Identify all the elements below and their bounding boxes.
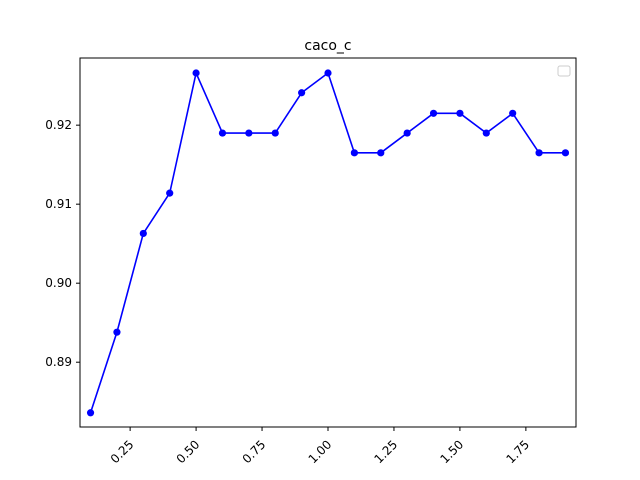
data-point [482,129,490,137]
data-point [298,89,306,97]
data-point [350,149,358,157]
y-tick-label: 0.92 [45,118,72,132]
legend-box [557,65,571,77]
data-point [509,109,517,117]
data-point [271,129,279,137]
chart-title: caco_c [304,38,351,54]
data-point [245,129,253,137]
data-point [86,409,95,417]
data-point [324,69,332,77]
data-series [86,69,570,417]
data-point [113,328,121,336]
data-point [429,109,438,117]
data-point [218,129,227,137]
data-point [377,149,385,157]
y-tick-label: 0.90 [45,276,72,290]
data-point [456,109,464,117]
y-tick-label: 0.89 [45,355,72,369]
y-tick-label: 0.91 [45,197,72,211]
data-point [561,149,570,157]
data-point [192,69,200,77]
data-point [166,189,174,197]
data-point [403,129,411,137]
data-point [535,149,543,157]
data-point [139,229,147,238]
